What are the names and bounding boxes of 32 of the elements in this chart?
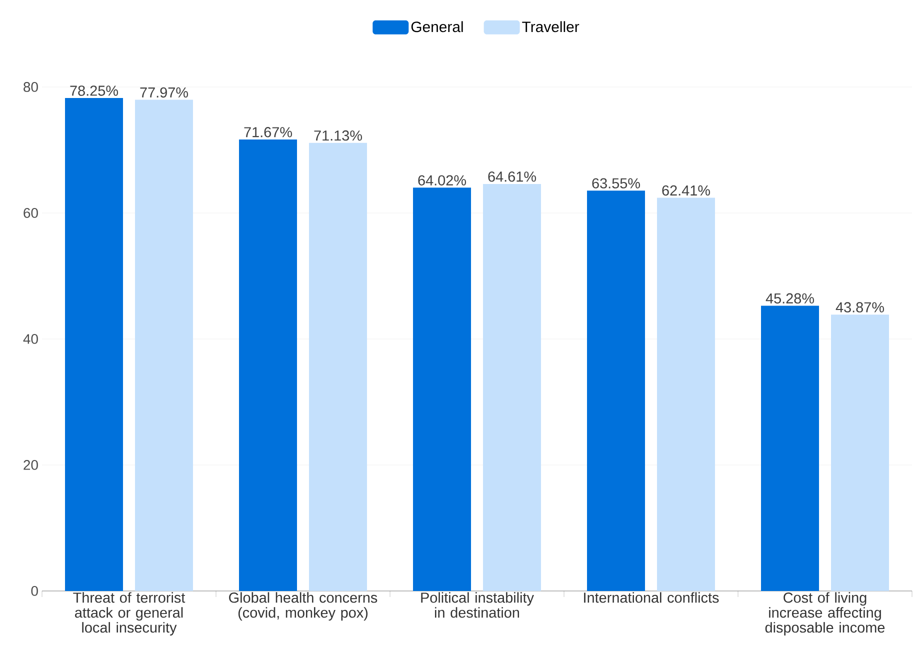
data-label: 43.87% — [836, 302, 884, 312]
data-label: 45.28% — [766, 293, 814, 304]
bar — [65, 98, 124, 591]
bar — [413, 188, 472, 591]
data-label: 71.13% — [314, 130, 362, 141]
x-tick-label: Global health concerns (covid, monkey pox) — [229, 592, 378, 621]
data-label: 71.67% — [244, 127, 292, 138]
legend-label: General — [411, 21, 463, 32]
bar — [587, 190, 646, 591]
data-label: 77.97% — [140, 87, 188, 98]
y-tick-label: 60 — [24, 208, 38, 218]
x-tick-label: Cost of living increase affecting disposable income — [765, 592, 885, 636]
y-tick-label: 40 — [23, 334, 38, 344]
data-label: 64.61% — [488, 172, 536, 182]
data-label: 63.55% — [592, 178, 640, 188]
legend-label: Traveller — [522, 21, 580, 32]
bar — [135, 100, 194, 591]
y-tick-label: 80 — [24, 82, 38, 92]
data-label: 78.25% — [70, 86, 118, 96]
bar — [761, 306, 820, 591]
x-tick-label: Threat of terrorist attack or general local insecurity — [73, 592, 186, 636]
bar — [657, 198, 716, 591]
data-label: 62.41% — [662, 185, 710, 196]
x-tick-label: International conflicts — [584, 592, 719, 603]
y-tick-label: 20 — [24, 460, 38, 470]
bar — [239, 139, 298, 591]
bar — [483, 184, 542, 591]
bar — [831, 314, 890, 591]
x-tick-label: Political instability in destination — [421, 592, 534, 618]
y-tick-label: 0 — [31, 586, 38, 596]
data-label: 64.02% — [418, 175, 466, 186]
bar — [309, 142, 368, 591]
